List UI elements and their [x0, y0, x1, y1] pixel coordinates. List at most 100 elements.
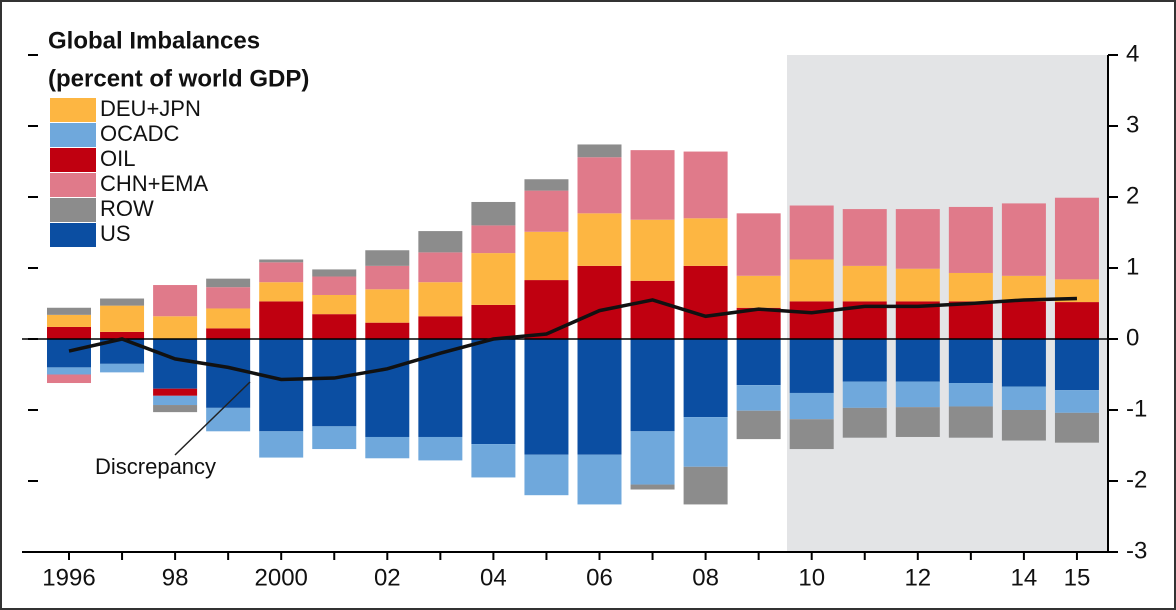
- bar-segment: [153, 405, 198, 413]
- bar-segment: [683, 466, 728, 505]
- bar-segment: [365, 250, 410, 266]
- bar-segment: [1054, 197, 1099, 280]
- chart-title: Global Imbalances: [48, 27, 260, 54]
- bar-segment: [47, 307, 91, 315]
- bar-segment: [365, 436, 410, 459]
- y-tick-label: 4: [1126, 40, 1139, 67]
- bar-segment: [206, 287, 251, 309]
- bar-segment: [312, 269, 357, 277]
- bar-segment: [47, 339, 91, 368]
- bar-segment: [47, 367, 91, 375]
- bar-segment: [630, 219, 675, 281]
- bar-segment: [1001, 203, 1046, 276]
- bar-segment: [153, 388, 198, 396]
- bar-segment: [312, 294, 357, 315]
- bar-segment: [736, 385, 781, 411]
- bar-segment: [153, 285, 198, 317]
- bar-segment: [524, 280, 569, 339]
- bar-segment: [365, 265, 410, 290]
- bar-segment: [418, 252, 463, 283]
- bar-segment: [948, 406, 993, 438]
- bar-segment: [683, 417, 728, 467]
- legend-label: OIL: [100, 146, 135, 171]
- x-tick-label: 1996: [42, 564, 95, 591]
- y-tick-label: 1: [1126, 253, 1139, 280]
- bar-segment: [1001, 410, 1046, 441]
- chart-subtitle: (percent of world GDP): [48, 65, 309, 92]
- x-tick-label: 12: [904, 564, 931, 591]
- bar-segment: [471, 339, 516, 445]
- legend-label: OCADC: [100, 121, 180, 146]
- bar-segment: [948, 206, 993, 273]
- bar-segment: [948, 339, 993, 384]
- bar-segment: [1054, 279, 1099, 303]
- legend-swatch: [50, 198, 96, 222]
- bar-segment: [312, 314, 357, 339]
- line-series: [68, 296, 1077, 382]
- bar-segment: [153, 339, 198, 389]
- bar-segment: [630, 150, 675, 220]
- bar-segment: [259, 282, 304, 302]
- x-tick-label: 98: [162, 564, 189, 591]
- bar-segment: [47, 314, 91, 327]
- x-tick-label: 06: [586, 564, 613, 591]
- bar-segment: [630, 280, 675, 339]
- bar-segment: [577, 213, 622, 266]
- bar-segment: [312, 426, 357, 450]
- x-tick-label: 08: [692, 564, 719, 591]
- bar-segment: [418, 282, 463, 317]
- bar-segment: [1001, 386, 1046, 410]
- y-tick-label: -3: [1126, 537, 1147, 564]
- legend-swatch: [50, 123, 96, 147]
- bar-segment: [524, 454, 569, 496]
- bar-segment: [630, 431, 675, 485]
- bar-segment: [153, 395, 198, 406]
- bar-segment: [524, 231, 569, 281]
- legend-label: CHN+EMA: [100, 171, 209, 196]
- x-tick-label: 2000: [255, 564, 308, 591]
- bar-segment: [789, 301, 834, 339]
- x-tick-label: 10: [798, 564, 825, 591]
- bar-segment: [630, 339, 675, 432]
- bar-segment: [895, 268, 940, 302]
- bar-segment: [259, 431, 304, 458]
- bar-segment: [736, 213, 781, 276]
- bar-segment: [842, 339, 887, 382]
- bar-segment: [895, 407, 940, 437]
- legend-swatch: [50, 223, 96, 247]
- y-tick-label: 2: [1126, 182, 1139, 209]
- bar-segment: [789, 339, 834, 393]
- bars: [47, 144, 1099, 505]
- x-tick-label: 02: [374, 564, 401, 591]
- bar-segment: [948, 301, 993, 339]
- bar-segment: [736, 339, 781, 386]
- bar-segment: [471, 444, 516, 478]
- bar-segment: [524, 179, 569, 191]
- bar-segment: [630, 484, 675, 490]
- bar-segment: [683, 151, 728, 219]
- y-tick-label: 3: [1126, 111, 1139, 138]
- bar-segment: [895, 339, 940, 382]
- bar-segment: [365, 322, 410, 339]
- bar-segment: [577, 265, 622, 339]
- bar-segment: [100, 331, 145, 339]
- bar-segment: [206, 308, 251, 329]
- bar-segment: [524, 339, 569, 455]
- bar-segment: [418, 316, 463, 339]
- bar-segment: [471, 201, 516, 226]
- x-tick-label: 04: [480, 564, 507, 591]
- bar-segment: [948, 383, 993, 407]
- bar-segment: [259, 339, 304, 432]
- bar-segment: [206, 328, 251, 339]
- legend-swatch: [50, 148, 96, 172]
- bar-segment: [524, 190, 569, 232]
- bar-segment: [418, 436, 463, 461]
- bar-segment: [312, 276, 357, 295]
- bar-segment: [789, 419, 834, 450]
- bar-segment: [577, 339, 622, 455]
- bar-segment: [789, 392, 834, 420]
- bar-segment: [365, 289, 410, 323]
- bar-segment: [259, 259, 304, 263]
